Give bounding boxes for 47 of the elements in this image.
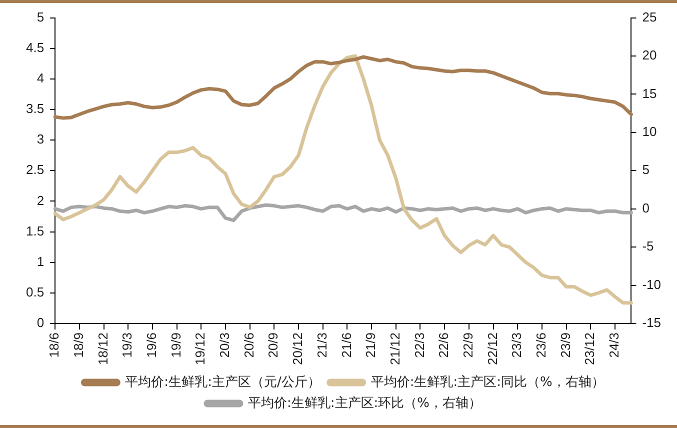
y2-tick-label: 5 — [642, 162, 650, 178]
y2-tick-label: -5 — [642, 238, 654, 254]
x-tick-label: 21/3 — [314, 332, 330, 358]
legend-label: 平均价:生鲜乳:主产区（元/公斤） — [125, 374, 320, 390]
x-tick-label: 18/9 — [70, 332, 86, 358]
x-tick-label: 20/12 — [290, 332, 306, 366]
x-tick-label: 19/12 — [192, 332, 208, 366]
y-tick-label: 4.5 — [26, 40, 44, 55]
y-tick-label: 0.5 — [26, 284, 44, 300]
y2-tick-label: 25 — [642, 9, 657, 24]
x-tick-label: 21/12 — [387, 332, 402, 366]
y2-tick-label: 10 — [642, 124, 657, 140]
x-tick-label: 20/3 — [217, 332, 232, 358]
y2-tick-label: 15 — [642, 86, 657, 101]
y2-tick-label: 20 — [642, 48, 657, 63]
x-tick-label: 19/9 — [168, 332, 184, 358]
y-tick-label: 4 — [36, 70, 44, 86]
y-tick-label: 1 — [36, 254, 44, 269]
x-tick-label: 22/12 — [484, 332, 500, 366]
y-tick-label: 5 — [36, 9, 44, 24]
legend-label: 平均价:生鲜乳:主产区:同比（%，右轴） — [370, 374, 604, 390]
y-tick-label: 2.5 — [26, 162, 44, 178]
x-tick-label: 23/6 — [534, 332, 549, 358]
y-tick-label: 3.5 — [26, 101, 44, 116]
x-tick-label: 23/12 — [582, 332, 598, 366]
y-tick-label: 0 — [36, 315, 44, 330]
y2-tick-label: -10 — [642, 276, 662, 292]
y-tick-label: 2 — [36, 192, 44, 208]
x-tick-label: 21/6 — [338, 332, 354, 358]
x-tick-label: 20/9 — [266, 332, 281, 358]
y2-tick-label: -15 — [642, 315, 662, 330]
x-tick-label: 23/9 — [558, 332, 573, 358]
x-tick-label: 22/3 — [412, 332, 427, 358]
x-tick-label: 20/6 — [241, 332, 256, 358]
x-tick-label: 21/9 — [363, 332, 378, 358]
x-tick-label: 22/6 — [436, 332, 452, 358]
x-tick-label: 18/12 — [95, 332, 110, 366]
x-tick-label: 24/3 — [606, 332, 622, 358]
x-tick-label: 22/9 — [460, 332, 476, 358]
x-tick-label: 23/3 — [509, 332, 524, 358]
x-tick-label: 19/6 — [144, 332, 160, 358]
y2-tick-label: 0 — [642, 200, 650, 216]
y-tick-label: 1.5 — [26, 223, 44, 238]
legend-label: 平均价:生鲜乳:主产区:环比（%，右轴） — [248, 394, 482, 411]
x-tick-label: 18/6 — [46, 332, 62, 358]
y-tick-label: 3 — [36, 132, 44, 147]
x-tick-label: 19/3 — [120, 332, 135, 358]
